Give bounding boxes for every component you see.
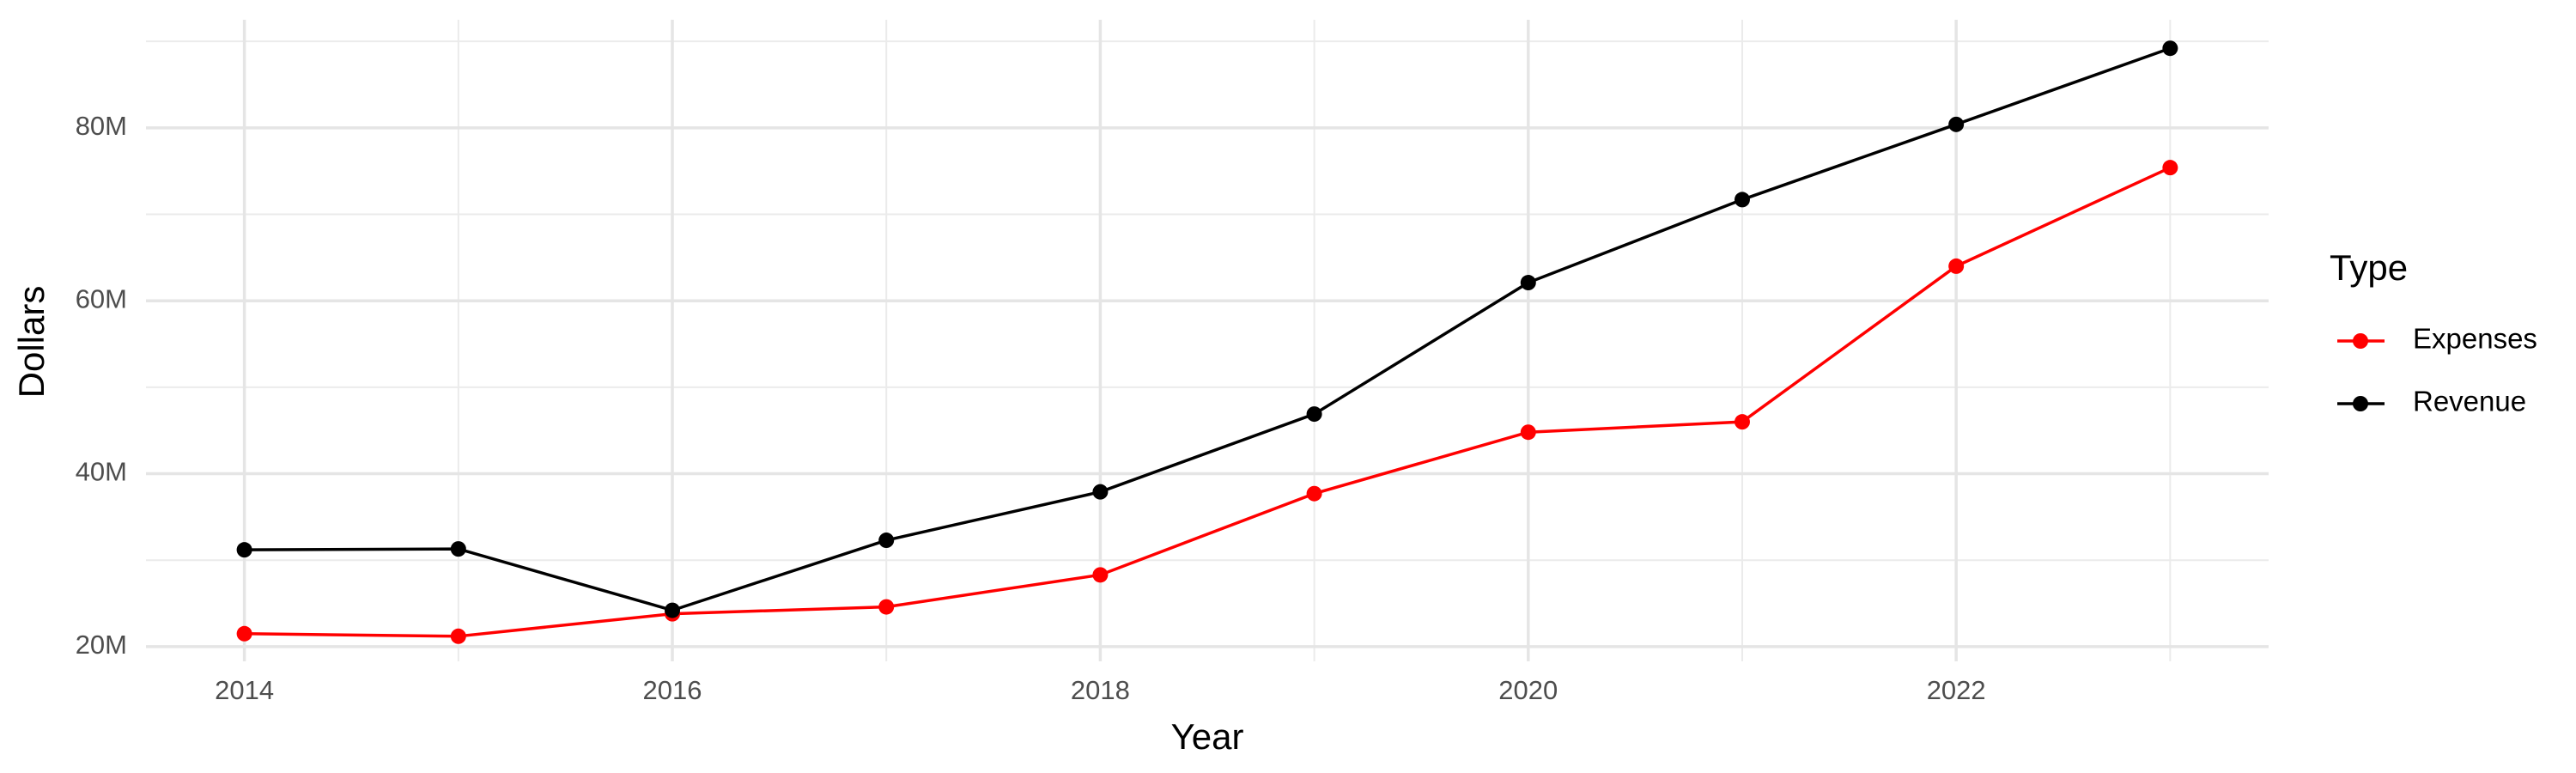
x-tick-label: 2018 [1071, 675, 1130, 705]
data-point [878, 533, 895, 549]
data-point [2162, 40, 2178, 57]
data-point [2162, 160, 2178, 176]
data-point [1734, 192, 1750, 208]
legend-marker [2353, 333, 2368, 349]
data-point [1092, 484, 1109, 500]
legend-title: Type [2330, 247, 2408, 288]
series-line [244, 46, 2171, 612]
x-tick-label: 2014 [215, 675, 274, 705]
data-point [1306, 485, 1322, 502]
legend-label: Expenses [2413, 323, 2537, 355]
legend-marker [2353, 396, 2368, 411]
data-point [878, 599, 895, 615]
data-point [1734, 414, 1750, 430]
x-tick-label: 2022 [1927, 675, 1986, 705]
y-axis-title: Dollars [11, 286, 52, 399]
grid [146, 20, 2269, 661]
data-point [1520, 275, 1536, 291]
data-point [236, 542, 252, 558]
data-point [1306, 406, 1322, 423]
data-point [1948, 116, 1965, 132]
y-tick-label: 20M [76, 630, 127, 660]
data-point [1520, 424, 1536, 441]
y-tick-label: 40M [76, 457, 127, 487]
data-point [450, 541, 466, 557]
data-point [665, 602, 681, 618]
y-tick-label: 60M [76, 283, 127, 313]
data-point [236, 625, 252, 642]
x-tick-label: 2020 [1498, 675, 1558, 705]
data-point [1092, 567, 1109, 583]
x-axis-title: Year [1171, 716, 1244, 757]
data-point [450, 628, 466, 644]
y-tick-label: 80M [76, 111, 127, 141]
legend-label: Revenue [2413, 386, 2526, 417]
series-line [244, 166, 2172, 638]
x-tick-label: 2016 [643, 675, 702, 705]
data-point [1948, 258, 1965, 274]
